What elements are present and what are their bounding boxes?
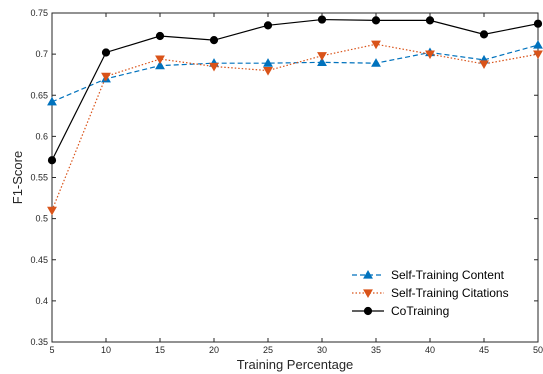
data-point [317,52,327,61]
x-tick-label: 45 [479,345,489,355]
legend-marker [363,306,373,316]
data-point [101,48,111,57]
legend-marker [363,269,373,279]
legend-label: CoTraining [391,304,449,318]
data-point [47,206,57,216]
x-tick-label: 5 [49,345,54,355]
legend-label: Self-Training Content [391,268,505,282]
data-point [317,57,327,66]
data-point [263,21,273,30]
data-point [263,66,273,76]
series-line [51,18,539,161]
data-point [209,36,219,45]
legend: Self-Training Content Self-Training Citat… [340,265,520,327]
data-point [371,40,381,50]
data-point [263,58,273,67]
series-1 [47,40,543,216]
data-point [479,60,489,69]
y-tick-label: 0.65 [30,90,48,100]
data-point [155,55,165,65]
y-tick-label: 0.75 [30,8,48,18]
data-point [317,15,327,24]
y-tick-label: 0.7 [35,49,48,59]
series-line [51,44,539,103]
data-point [533,40,543,49]
axis-ticks [51,12,539,343]
y-tick-label: 0.4 [35,296,48,306]
tick-labels: 5 10 15 20 25 30 35 40 45 50 0.35 0.4 0.45 0.5 0.55 0.6… [30,8,543,355]
data-point [371,16,381,25]
data-point [425,50,435,60]
x-tick-label: 15 [155,345,165,355]
x-tick-label: 20 [209,345,219,355]
data-point [101,72,111,82]
x-tick-label: 35 [371,345,381,355]
series-2 [47,15,543,165]
data-point [47,156,57,165]
data-point [425,16,435,25]
legend-marker [363,289,373,299]
x-axis-label: Training Percentage [237,357,354,372]
x-tick-label: 25 [263,345,273,355]
y-tick-label: 0.5 [35,214,48,224]
y-tick-label: 0.6 [35,131,48,141]
x-tick-label: 30 [317,345,327,355]
data-point [533,50,543,60]
series-line [51,43,539,211]
data-point [47,96,57,106]
legend-label: Self-Training Citations [391,286,509,300]
y-tick-label: 0.45 [30,255,48,265]
x-tick-label: 50 [533,345,543,355]
data-point [371,58,381,67]
series-layer [47,15,543,216]
x-tick-label: 40 [425,345,435,355]
data-point [533,19,543,28]
data-point [155,31,165,41]
data-point [155,60,165,70]
data-point [479,30,489,39]
y-tick-label: 0.55 [30,173,48,183]
x-tick-label: 10 [101,345,111,355]
data-point [209,62,219,72]
y-axis-label: F1-Score [10,151,25,204]
y-tick-label: 0.35 [30,337,48,347]
